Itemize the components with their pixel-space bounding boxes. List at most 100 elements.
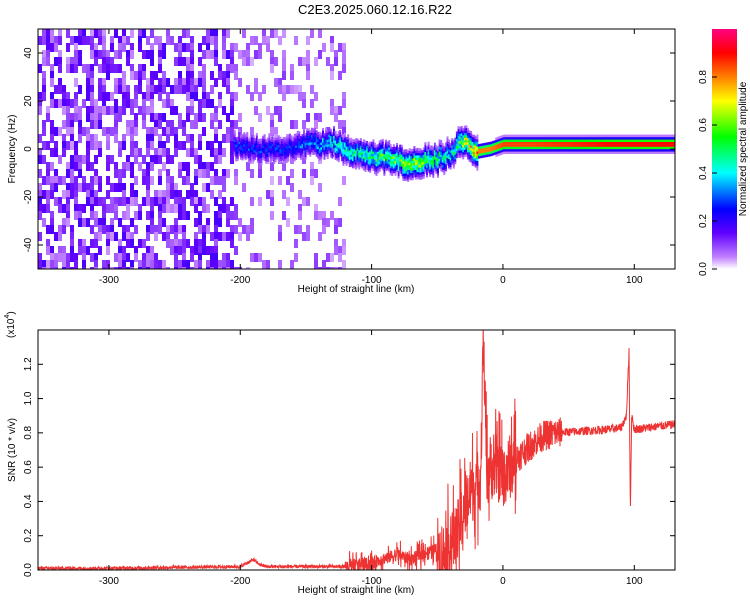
signal-cell <box>244 136 247 139</box>
signal-cell <box>463 128 466 131</box>
signal-cell <box>296 145 299 148</box>
signal-cell <box>424 151 427 155</box>
signal-cell <box>443 169 446 173</box>
signal-cell <box>381 143 384 147</box>
spectrogram-cell <box>190 36 194 45</box>
signal-cell <box>426 162 428 166</box>
spectrogram-cell <box>58 197 62 206</box>
spectrogram-cell <box>134 190 138 199</box>
signal-cell <box>299 157 302 161</box>
signal-cell <box>276 156 279 160</box>
signal-cell <box>648 134 651 138</box>
signal-cell <box>659 146 662 150</box>
signal-cell <box>318 148 321 152</box>
spectrogram-cell <box>54 260 58 269</box>
signal-cell <box>243 144 246 147</box>
signal-cell <box>397 168 400 172</box>
signal-cell <box>391 147 394 150</box>
signal-cell <box>361 144 364 147</box>
signal-cell <box>414 150 417 154</box>
signal-cell <box>372 163 375 166</box>
spectrogram-cell <box>186 64 190 73</box>
spectrogram-cell <box>182 260 186 269</box>
signal-cell <box>525 149 528 152</box>
signal-cell <box>430 162 433 165</box>
signal-cell <box>304 142 307 146</box>
signal-cell <box>670 146 673 150</box>
snr-series-line <box>38 330 675 570</box>
signal-cell <box>372 139 375 142</box>
signal-cell <box>263 148 266 152</box>
signal-cell <box>364 155 367 158</box>
signal-cell <box>605 139 608 142</box>
signal-cell <box>496 146 499 149</box>
spectrogram-cell <box>110 225 114 234</box>
spectrogram-cell <box>334 113 338 122</box>
spectrogram-cell <box>206 29 210 38</box>
signal-cell <box>310 130 313 133</box>
signal-cell <box>495 154 498 157</box>
signal-cell <box>506 141 509 145</box>
spectrogram-cell <box>334 267 338 269</box>
signal-cell <box>487 151 490 155</box>
signal-cell <box>408 150 411 154</box>
signal-cell <box>257 158 260 161</box>
signal-cell <box>284 161 287 164</box>
spectrogram-cell <box>254 50 258 59</box>
signal-cell <box>416 159 419 163</box>
signal-cell <box>619 137 622 140</box>
spectrogram-cell <box>230 127 234 136</box>
signal-cell <box>266 142 269 145</box>
signal-cell <box>446 146 449 149</box>
spectrogram-cell <box>94 190 98 199</box>
signal-cell <box>668 141 671 145</box>
signal-cell <box>473 158 476 162</box>
spectrogram-cell <box>54 43 58 52</box>
signal-cell <box>597 137 600 140</box>
signal-cell <box>473 151 476 155</box>
spectrogram-cell <box>162 197 166 206</box>
spectrogram-cell <box>154 225 158 234</box>
signal-cell <box>615 149 618 152</box>
spectrogram-cell <box>118 64 122 73</box>
signal-cell <box>381 148 384 152</box>
signal-cell <box>467 157 469 160</box>
spectrogram-cell <box>154 113 158 122</box>
spectrogram-cell <box>306 36 310 45</box>
signal-cell <box>397 171 400 174</box>
spectrogram-cell <box>294 36 298 45</box>
spectrogram-cell <box>338 106 342 115</box>
spectrogram-cell <box>98 176 102 185</box>
signal-cell <box>247 153 250 156</box>
signal-cell <box>399 147 402 150</box>
signal-cell <box>347 155 350 159</box>
spectrogram-cell <box>270 162 274 171</box>
spectrogram-cell <box>42 120 46 129</box>
signal-cell <box>500 150 503 153</box>
signal-cell <box>314 151 317 155</box>
signal-cell <box>284 147 287 150</box>
spectrogram-cell <box>150 225 154 234</box>
spectrogram-cell <box>58 225 62 234</box>
signal-cell <box>260 152 263 156</box>
signal-cell <box>558 144 561 147</box>
signal-cell <box>389 146 392 149</box>
spectrogram-cell <box>322 225 326 234</box>
spectrogram-cell <box>70 239 74 248</box>
signal-cell <box>396 164 398 168</box>
signal-cell <box>629 139 632 142</box>
signal-cell <box>410 163 413 166</box>
signal-cell <box>559 146 562 150</box>
spectrogram-cell <box>70 225 74 234</box>
signal-cell <box>422 166 425 170</box>
signal-cell <box>329 152 332 156</box>
signal-cell <box>455 143 458 147</box>
signal-cell <box>610 141 613 145</box>
signal-cell <box>322 142 324 146</box>
signal-cell <box>386 146 389 149</box>
signal-cell <box>361 163 364 167</box>
signal-cell <box>452 158 455 162</box>
spectrogram-cell <box>186 113 190 122</box>
spectrogram-cell <box>78 204 82 213</box>
signal-cell <box>563 137 566 140</box>
